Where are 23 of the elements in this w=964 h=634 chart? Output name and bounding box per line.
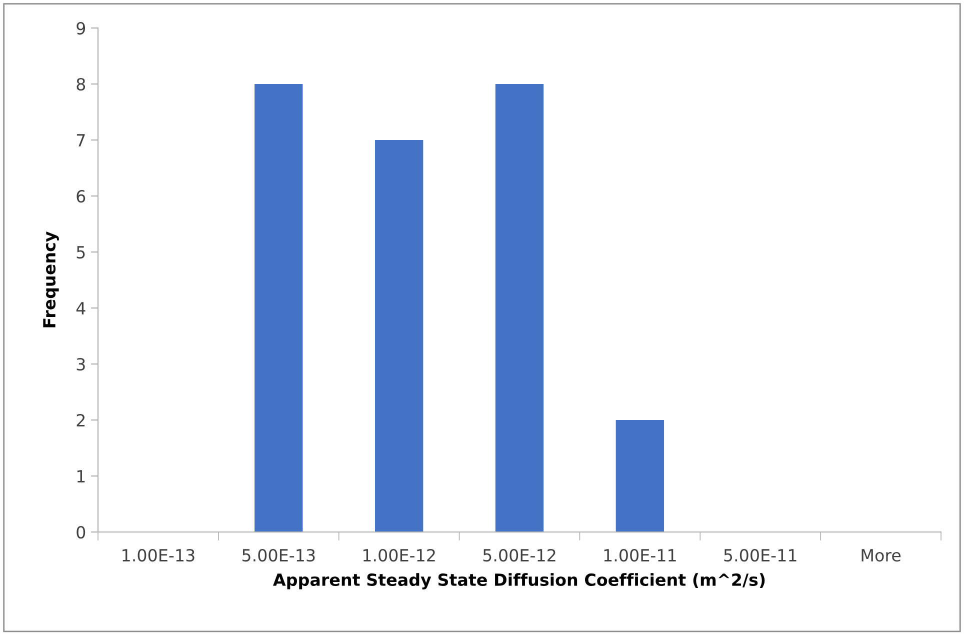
y-tick-label: 5 (76, 246, 85, 259)
x-tick-label: 5.00E-12 (483, 548, 556, 562)
y-tick-label: 1 (77, 470, 85, 482)
x-tick-label: 5.00E-13 (242, 548, 315, 562)
x-tick-label: 1.00E-11 (604, 548, 676, 562)
y-tick-label: 2 (76, 414, 85, 426)
y-tick-label: 4 (76, 302, 86, 314)
y-tick-label: 6 (76, 190, 86, 203)
x-tick-label: 5.00E-11 (724, 548, 796, 562)
y-tick-label: 0 (76, 526, 86, 539)
y-tick-label: 3 (76, 358, 85, 371)
x-tick-label: More (862, 549, 901, 562)
x-tick-label: 1.00E-12 (363, 548, 435, 562)
bar (254, 84, 303, 532)
x-axis-title: Apparent Steady State Diffusion Coefficient (m^2/s) (273, 573, 765, 590)
y-tick-label: 9 (76, 22, 86, 35)
bar (374, 140, 424, 532)
bar (495, 84, 544, 532)
y-tick-label: 8 (76, 78, 86, 91)
x-tick-label: 1.00E-13 (122, 548, 194, 562)
bar (616, 420, 664, 532)
y-axis-title: Frequency (43, 232, 59, 328)
y-tick-label: 7 (76, 134, 85, 146)
